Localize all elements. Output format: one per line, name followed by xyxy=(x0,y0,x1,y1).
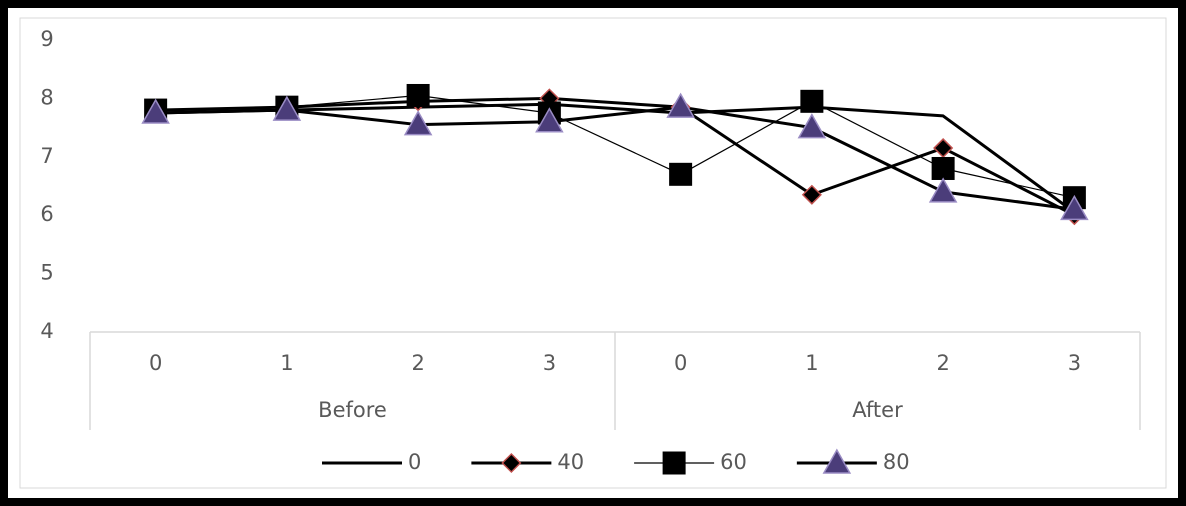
x-tick-label: 3 xyxy=(543,351,556,375)
x-tick-label: 0 xyxy=(674,351,687,375)
plot-border xyxy=(19,17,1167,489)
x-tick-label: 1 xyxy=(280,351,293,375)
triangle-marker xyxy=(141,98,170,124)
legend-label: 80 xyxy=(883,450,910,474)
square-marker xyxy=(800,89,824,113)
diamond-marker xyxy=(801,184,822,205)
y-tick-label: 5 xyxy=(40,261,53,285)
triangle-marker xyxy=(1060,194,1089,221)
x-tick-label: 3 xyxy=(1068,351,1081,375)
y-tick-label: 8 xyxy=(40,85,53,109)
square-marker xyxy=(669,162,693,186)
legend-marker xyxy=(662,451,686,475)
group-label: Before xyxy=(318,398,387,422)
y-tick-label: 4 xyxy=(40,319,53,343)
x-tick-label: 0 xyxy=(149,351,162,375)
square-marker xyxy=(406,83,430,107)
triangle-marker xyxy=(403,110,433,136)
x-tick-label: 2 xyxy=(936,351,949,375)
triangle-marker xyxy=(928,177,958,203)
group-label: After xyxy=(852,398,903,422)
series-line xyxy=(155,102,1076,214)
legend-marker xyxy=(501,452,522,474)
legend-marker xyxy=(822,448,852,474)
series-line xyxy=(155,96,1076,217)
triangle-marker xyxy=(797,113,827,139)
x-tick-label: 1 xyxy=(805,351,818,375)
triangle-marker xyxy=(272,95,302,121)
y-tick-label: 6 xyxy=(40,202,53,226)
triangle-marker xyxy=(535,107,564,133)
y-tick-label: 7 xyxy=(40,144,53,168)
y-tick-label: 9 xyxy=(40,27,53,51)
series-line xyxy=(155,105,1075,211)
square-marker xyxy=(931,156,955,180)
legend-label: 40 xyxy=(557,450,584,474)
x-tick-label: 2 xyxy=(411,351,424,375)
legend-label: 0 xyxy=(408,450,421,474)
triangle-marker xyxy=(666,92,695,118)
legend-label: 60 xyxy=(720,450,747,474)
series-line xyxy=(155,94,1075,199)
